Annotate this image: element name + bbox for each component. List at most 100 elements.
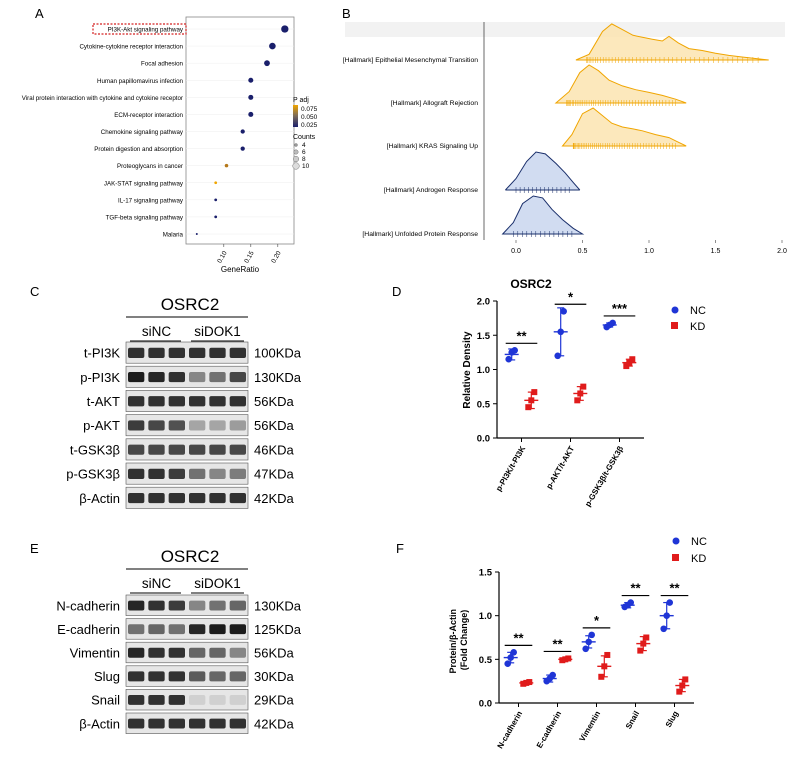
blot-title: OSRC2	[161, 547, 220, 566]
data-point-nc	[557, 328, 564, 336]
dotplot-category-label: Viral protein interaction with cytokine …	[22, 95, 183, 102]
blot-row-label: t-AKT	[87, 394, 120, 409]
dotplot-category-label: Cytokine-cytokine receptor interaction	[79, 44, 183, 51]
data-point-kd	[629, 356, 636, 363]
legend-padj-tick: 0.025	[301, 122, 318, 129]
legend-nc-label: NC	[691, 536, 707, 548]
data-point-kd	[574, 397, 581, 404]
data-point-nc	[609, 319, 616, 327]
ridge-x-tick-label: 1.0	[644, 248, 654, 255]
dotplot-point	[264, 60, 270, 67]
blot-band	[209, 671, 226, 682]
panel-e-western-blot: OSRC2 siNC siDOK1 N-cadherin 130KDa E-cadheri…	[56, 547, 302, 734]
blot-band	[229, 671, 246, 682]
chart-y-tick-label: 0.0	[479, 699, 492, 710]
significance-stars: **	[516, 328, 527, 343]
blot-row-label: N-cadherin	[56, 598, 120, 613]
legend-padj-title: P adj	[293, 97, 309, 104]
blot-band	[209, 420, 226, 431]
dotplot-x-tick-label: 0.15	[243, 250, 256, 265]
dotplot-category-label: PI3K-Akt signaling pathway	[108, 27, 184, 34]
chart-x-tick-label: p-GSK3β/t-GSK3β	[583, 444, 625, 508]
legend-kd-marker	[671, 322, 678, 329]
blot-group-label: siDOK1	[194, 576, 241, 591]
blot-band	[209, 444, 226, 455]
legend-kd-label: KD	[691, 553, 706, 565]
panel-label-d: D	[392, 284, 401, 299]
data-point-kd	[525, 404, 532, 411]
chart-d-y-label: Relative Density	[462, 331, 473, 409]
chart-x-tick-label: p-AKT/t-AKT	[544, 444, 576, 490]
panel-label-b: B	[342, 6, 351, 21]
panel-label-e: E	[30, 541, 39, 556]
blot-band	[209, 492, 226, 504]
blot-band	[148, 444, 165, 455]
blot-band	[209, 371, 226, 383]
significance-stars: **	[552, 636, 563, 651]
legend-count-dot	[292, 155, 300, 163]
significance-stars: ***	[612, 301, 628, 316]
dotplot-point	[240, 129, 245, 134]
ridge-density	[561, 107, 687, 147]
blot-band	[209, 718, 226, 729]
blot-band	[148, 718, 165, 729]
blot-band	[229, 624, 246, 635]
significance-stars: **	[669, 581, 680, 596]
blot-band	[229, 468, 246, 479]
panel-label-f: F	[396, 541, 404, 556]
ridge-top-band	[345, 22, 785, 37]
blot-row-label: p-AKT	[83, 418, 120, 433]
blot-band	[189, 492, 206, 504]
blot-band	[229, 347, 246, 358]
data-point-nc	[507, 654, 514, 661]
blot-band	[168, 695, 185, 705]
dotplot-point	[240, 146, 245, 151]
blot-row-label: p-PI3K	[80, 370, 120, 385]
legend-counts-title: Counts	[293, 134, 316, 141]
ridge-x-tick-label: 1.5	[711, 248, 721, 255]
blot-size-label: 56KDa	[254, 418, 295, 433]
chart-f-y-label: Protein/β-Actin (Fold Change)	[448, 606, 469, 673]
blot-band	[209, 600, 226, 611]
data-point-nc	[585, 638, 592, 646]
blot-band	[128, 468, 145, 479]
dotplot-point	[195, 233, 198, 235]
blot-band	[128, 347, 145, 358]
panel-label-a: A	[35, 6, 44, 21]
chart-f-y-label-line: (Fold Change)	[459, 610, 469, 671]
data-point-kd	[604, 651, 611, 658]
legend-count-label: 4	[302, 142, 306, 149]
blot-band	[148, 468, 165, 479]
blot-band	[148, 347, 165, 358]
blot-band	[148, 396, 165, 407]
blot-band	[168, 396, 185, 407]
chart-x-tick-label: p-PI3K/t-PI3K	[494, 444, 527, 493]
data-point-kd	[623, 363, 630, 370]
blot-size-label: 42KDa	[254, 716, 295, 731]
blot-band	[209, 347, 226, 358]
ridge-label: [Hallmark] Androgen Response	[384, 187, 478, 194]
blot-size-label: 100KDa	[254, 346, 302, 361]
blot-band	[148, 492, 165, 504]
blot-band	[128, 396, 145, 407]
chart-f-marks: 0.0 0.5 1.0 1.5 N-cadherin ** E-cadherin ** Vime…	[479, 568, 694, 750]
data-point-kd	[679, 682, 686, 689]
blot-group-label: siNC	[142, 324, 171, 339]
blot-band	[229, 396, 246, 407]
blot-band	[128, 492, 145, 504]
legend-padj-tick: 0.050	[301, 114, 318, 121]
legend-count-label: 8	[302, 156, 306, 163]
data-point-nc	[627, 599, 634, 606]
blot-band	[229, 371, 246, 383]
dotplot-category-label: Malaria	[163, 232, 184, 239]
data-point-nc	[511, 347, 518, 354]
blot-band	[168, 371, 185, 383]
blot-size-label: 42KDa	[254, 491, 295, 506]
data-point-kd	[626, 359, 633, 366]
data-point-nc	[666, 599, 673, 606]
dotplot-point	[281, 25, 289, 33]
legend-count-dot	[293, 149, 299, 155]
chart-y-tick-label: 0.5	[479, 655, 493, 666]
blot-band	[209, 647, 226, 658]
dotplot-point	[224, 163, 229, 168]
